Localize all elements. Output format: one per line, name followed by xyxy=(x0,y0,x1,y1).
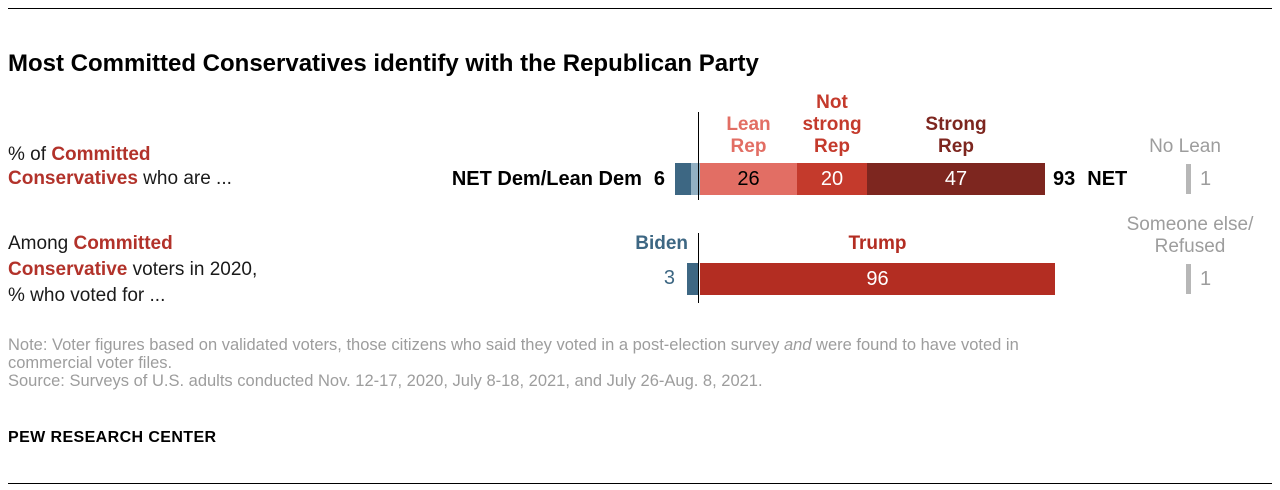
no-lean-value: 1 xyxy=(1200,168,1212,190)
row1-net-dem-label: NET Dem/Lean Dem 6 xyxy=(420,167,665,191)
row2-caption-line3: % who voted for ... xyxy=(8,285,166,306)
note-line2: commercial voter files. xyxy=(8,354,173,372)
net-total-label: NET xyxy=(1087,168,1128,190)
segment-dem-dark xyxy=(675,163,691,195)
row1-caption: % of Committed Conservatives who are ... xyxy=(8,143,288,191)
row1-caption-prefix: % of xyxy=(8,144,52,165)
row2-caption-prefix: Among xyxy=(8,233,74,254)
no-lean-label: No Lean xyxy=(1149,136,1221,157)
no-lean-tick xyxy=(1186,164,1191,194)
chart-title: Most Committed Conservatives identify wi… xyxy=(8,50,759,78)
biden-value: 3 xyxy=(663,267,675,289)
top-divider xyxy=(8,8,1272,9)
row1-caption-line2: Conservatives who are ... xyxy=(8,167,288,191)
segment-dem-lean xyxy=(691,163,700,195)
row1-net-total: 93 NET xyxy=(1053,167,1127,191)
row1-caption-bold1: Committed xyxy=(51,144,151,165)
bottom-divider xyxy=(8,483,1272,484)
row1-axis-line xyxy=(698,112,699,200)
segment-lean-rep: 26 xyxy=(700,163,797,195)
row2-caption-bold1: Committed xyxy=(73,233,173,254)
row2-caption-bold2: Conservative xyxy=(8,259,128,280)
someone-else-value: 1 xyxy=(1200,268,1212,290)
segment-strong-rep: 47 xyxy=(867,163,1045,195)
row2-caption-line1: Among Committed xyxy=(8,231,308,257)
note-prefix: Note: Voter figures based on validated v… xyxy=(8,336,784,354)
trump-label: Trump xyxy=(848,233,907,254)
row1-caption-suffix: who are ... xyxy=(137,168,232,189)
row2-caption-suffix: voters in 2020, xyxy=(127,259,258,280)
row2-axis-line xyxy=(698,233,699,303)
source-line: Source: Surveys of U.S. adults conducted… xyxy=(8,372,763,390)
net-total-value: 93 xyxy=(1053,168,1076,190)
note-italic-word: and xyxy=(783,336,812,354)
header-lean-rep: Lean Rep xyxy=(726,114,771,157)
header-strong-rep: Strong Rep xyxy=(925,114,987,157)
segment-trump: 96 xyxy=(700,263,1055,295)
biden-label: Biden xyxy=(635,233,688,254)
net-dem-value: 6 xyxy=(653,168,665,190)
someone-else-tick xyxy=(1186,264,1191,294)
net-dem-text: NET Dem/Lean Dem xyxy=(451,168,642,190)
note-suffix: were found to have voted in xyxy=(811,336,1019,354)
segment-not-strong-rep: 20 xyxy=(797,163,867,195)
row2-caption: Among Committed Conservative voters in 2… xyxy=(8,231,308,309)
row2-caption-line2: Conservative voters in 2020, xyxy=(8,257,308,283)
header-not-strong-rep: Not strong Rep xyxy=(802,92,862,157)
row1-caption-line1: % of Committed xyxy=(8,143,288,167)
note-line1: Note: Voter figures based on validated v… xyxy=(8,336,1019,355)
pew-research-center-brand: PEW RESEARCH CENTER xyxy=(8,429,217,446)
someone-else-label: Someone else/ Refused xyxy=(1126,214,1254,257)
segment-biden xyxy=(687,263,699,295)
row1-caption-bold2: Conservatives xyxy=(8,168,138,189)
